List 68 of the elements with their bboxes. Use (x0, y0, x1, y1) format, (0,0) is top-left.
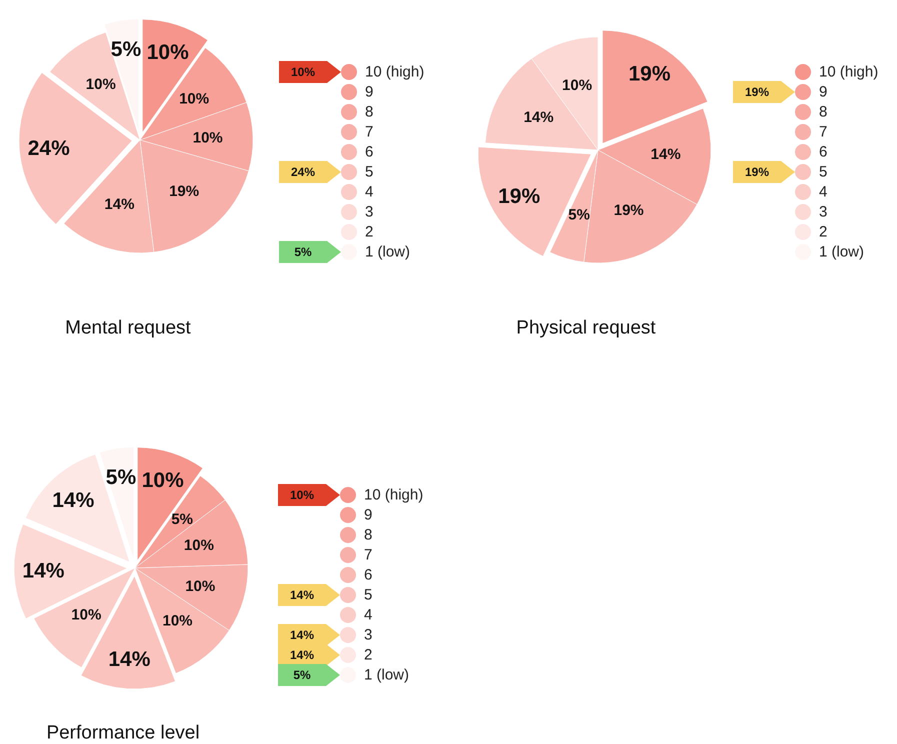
legend-label: 10 (high) (364, 486, 424, 504)
text: 14% (290, 588, 314, 602)
data-label: 14% (108, 648, 151, 671)
legend-label: 1 (low) (364, 666, 410, 684)
legend-label: 9 (819, 84, 828, 100)
text: 10% (290, 488, 314, 502)
text: 5% (294, 245, 312, 259)
legend-label: 2 (365, 224, 374, 240)
legend-label: 8 (365, 104, 374, 120)
data-label: 10% (562, 77, 592, 94)
legend-label: 5 (365, 164, 374, 180)
legend-label: 4 (819, 184, 828, 200)
legend-label: 8 (819, 104, 828, 120)
data-label: 10% (192, 129, 223, 146)
legend-label: 7 (364, 546, 372, 564)
data-label: 10% (71, 606, 102, 624)
text: Mental request (65, 318, 192, 338)
data-label: 14% (52, 488, 95, 512)
data-label: 5% (568, 206, 590, 224)
text: 14% (290, 648, 314, 662)
text: Physical request (516, 318, 656, 338)
data-label: 19% (614, 202, 644, 219)
data-label: 10% (146, 41, 190, 64)
legend-label: 7 (819, 124, 828, 140)
data-label: 5% (110, 38, 142, 61)
data-label: 14% (524, 108, 554, 126)
legend-label: 5 (364, 586, 372, 604)
legend-label: 1 (low) (365, 244, 410, 260)
legend-label: 6 (819, 144, 828, 160)
legend-label: 10 (high) (819, 64, 878, 80)
legend-label: 3 (365, 204, 374, 220)
data-label: 10% (179, 90, 210, 108)
legend-label: 1 (low) (819, 244, 864, 260)
text: 19% (744, 165, 770, 179)
data-label: 19% (169, 182, 200, 200)
legend-label: 3 (364, 626, 372, 644)
data-label: 14% (22, 559, 65, 582)
data-label: 5% (171, 510, 194, 528)
legend-label: 4 (364, 606, 372, 624)
data-label: 19% (628, 62, 671, 86)
data-label: 10% (142, 469, 184, 492)
legend-label: 4 (365, 184, 374, 200)
text: 10% (290, 65, 316, 79)
legend-label: 8 (364, 526, 372, 544)
legend-label: 6 (364, 566, 372, 584)
data-label: 10% (185, 578, 216, 596)
legend-label: 7 (365, 124, 374, 140)
legend-label: 9 (365, 84, 374, 100)
data-label: 14% (650, 146, 681, 163)
legend-label: 10 (high) (365, 64, 424, 80)
legend-label: 3 (819, 204, 828, 220)
text: 14% (290, 628, 314, 642)
data-label: 24% (28, 136, 70, 160)
text: 19% (744, 85, 770, 99)
text: Performance level (46, 722, 200, 744)
data-label: 19% (498, 185, 540, 208)
data-label: 10% (184, 536, 214, 554)
text: 5% (293, 668, 311, 682)
data-label: 5% (106, 466, 136, 489)
data-label: 14% (104, 196, 134, 214)
data-label: 10% (162, 612, 193, 630)
legend-label: 2 (819, 224, 828, 240)
legend-label: 6 (365, 144, 374, 160)
data-label: 10% (86, 76, 116, 94)
text: 24% (290, 165, 316, 179)
legend-label: 9 (364, 506, 372, 524)
legend-label: 5 (819, 164, 828, 180)
legend-label: 2 (364, 646, 372, 664)
